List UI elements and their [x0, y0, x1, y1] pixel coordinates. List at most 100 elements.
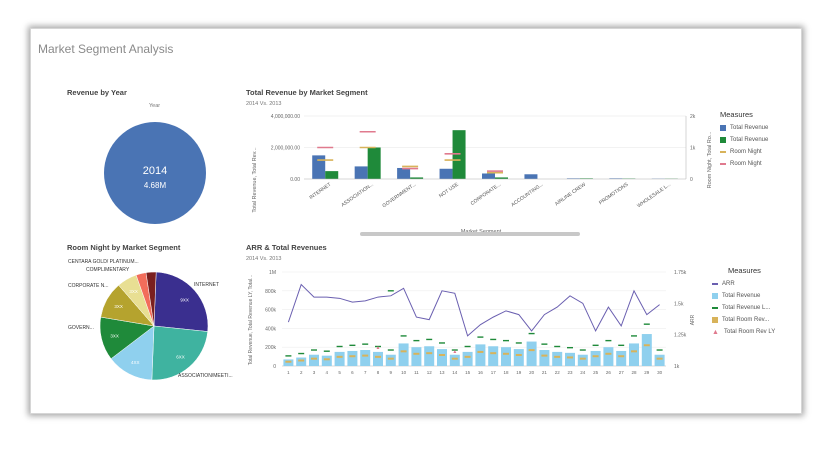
- legend-title: Measures: [720, 110, 753, 119]
- bar-total-revenue-2: [367, 147, 381, 179]
- bar-total-revenue: [524, 174, 538, 179]
- arr-chart[interactable]: Total Revenue, Total Revenue LY, Total..…: [246, 262, 696, 380]
- legend-item-total-revenue[interactable]: Total Revenue: [712, 290, 782, 302]
- y-tick-label: 0.00: [290, 177, 300, 183]
- x-tick-label: 25: [593, 370, 599, 375]
- bar-total-revenue: [347, 350, 358, 366]
- bar-total-revenue: [312, 155, 326, 179]
- page-title: Market Segment Analysis: [38, 42, 174, 56]
- x-tick-label: 27: [619, 370, 625, 375]
- legend-item-room-night-2[interactable]: Room Night: [720, 158, 780, 170]
- revenue-by-year-chart[interactable]: 2014 4.68M: [100, 118, 210, 228]
- bar-total-revenue: [603, 347, 614, 366]
- legend-label: Total Room Rev LY: [724, 329, 776, 335]
- bar-total-revenue-2: [579, 178, 593, 179]
- total-revenue-subtitle: 2014 Vs. 2013: [246, 101, 282, 107]
- y-tick-label: 600k: [265, 308, 276, 314]
- x-tick-label: 3: [313, 370, 316, 375]
- legend-swatch: [720, 163, 726, 165]
- bar-total-revenue: [616, 350, 627, 366]
- bar-total-revenue: [475, 344, 486, 366]
- x-tick-label: 13: [439, 370, 445, 375]
- room-night-chart[interactable]: 9XX 6XX 4XX 3XX 3XX 3XX CENTARA GOLD/ PLATINUM…: [66, 255, 246, 381]
- legend-item-total-revenue[interactable]: Total Revenue: [720, 122, 780, 134]
- y-tick-label: 2,000,000.00: [271, 146, 300, 152]
- revenue-by-year-legend-title: Year: [149, 103, 161, 109]
- legend-item-arr[interactable]: ARR: [712, 278, 782, 290]
- bar-total-revenue: [513, 349, 524, 366]
- y2-tick-label: 2k: [690, 114, 696, 120]
- y-tick-label: 800k: [265, 289, 276, 295]
- legend-item-total-room-rev-ly[interactable]: ▲ Total Room Rev LY: [712, 326, 782, 338]
- legend-item-room-night[interactable]: Room Night: [720, 146, 780, 158]
- x-tick-label: AIRLINE CREW: [554, 182, 587, 208]
- bar-total-revenue: [309, 354, 319, 366]
- legend-label: Total Room Rev...: [722, 317, 770, 323]
- pie-slice-label: 3XX: [110, 334, 119, 339]
- marker-total-room-rev-ly: ▲: [452, 349, 457, 355]
- bar-total-revenue: [609, 178, 623, 179]
- bar-total-revenue: [385, 354, 396, 366]
- legend-item-total-revenue-ly[interactable]: Total Revenue L...: [712, 302, 782, 314]
- x-tick-label: GOVERNMENT...: [381, 182, 417, 210]
- bar-total-revenue: [482, 173, 495, 179]
- legend-item-total-revenue-2[interactable]: Total Revenue: [720, 134, 780, 146]
- legend-item-total-room-rev[interactable]: Total Room Rev...: [712, 314, 782, 326]
- x-tick-label: 1: [287, 370, 290, 375]
- marker-total-room-rev-ly: ▲: [376, 345, 381, 351]
- x-tick-label: 2: [300, 370, 303, 375]
- x-tick-label: 8: [377, 370, 380, 375]
- x-tick-label: NOT USE: [438, 181, 460, 199]
- bar-total-revenue: [590, 350, 601, 366]
- y2-tick-label: 1.5k: [674, 301, 684, 307]
- total-revenue-title: Total Revenue by Market Segment: [246, 88, 368, 97]
- x-tick-label: WHOLESALE L...: [636, 182, 672, 210]
- bar-total-revenue: [411, 347, 422, 366]
- outer-label: INTERNET: [194, 282, 219, 288]
- y-tick-label: 200k: [265, 345, 276, 351]
- x-tick-label: ASSOCIATION...: [340, 182, 375, 209]
- bar-total-revenue-2: [325, 171, 339, 179]
- arr-title: ARR & Total Revenues: [246, 243, 327, 252]
- triangle-icon: ▲: [712, 328, 719, 336]
- arr-legend: Measures ARR Total Revenue Total Revenue…: [712, 266, 782, 338]
- total-revenue-ylabel: Total Revenue, Total Rev...: [252, 147, 258, 213]
- bar-total-revenue: [321, 355, 332, 366]
- x-tick-label: 18: [503, 370, 509, 375]
- x-tick-label: ACCOUNTING...: [510, 182, 544, 209]
- y2-tick-label: 1k: [690, 146, 696, 152]
- bar-total-revenue: [354, 166, 368, 179]
- x-tick-label: 30: [657, 370, 663, 375]
- y-tick-label: 400k: [265, 326, 276, 332]
- pie-slice-2014[interactable]: [104, 122, 206, 224]
- legend-label: Total Revenue: [730, 137, 769, 143]
- pie-slice-year-label: 2014: [143, 165, 167, 177]
- total-revenue-scrollbar[interactable]: [360, 232, 580, 236]
- x-tick-label: 15: [465, 370, 471, 375]
- legend-label: Room Night: [730, 149, 762, 155]
- pie-slice: [153, 271, 209, 332]
- bar-total-revenue: [654, 354, 665, 366]
- total-revenue-chart[interactable]: Total Revenue, Total Rev... Room Night, …: [246, 108, 716, 238]
- y2-tick-label: 1k: [674, 364, 680, 370]
- pie-slice-label: 3XX: [129, 289, 138, 294]
- total-revenue-y2label: Room Night, Total Ro...: [707, 131, 713, 188]
- x-tick-label: 19: [516, 370, 522, 375]
- bar-total-revenue-2: [495, 177, 508, 179]
- x-tick-label: 22: [555, 370, 561, 375]
- bar-total-revenue: [629, 343, 639, 366]
- bar-total-revenue: [552, 351, 563, 366]
- pie-slice: [151, 325, 208, 381]
- bar-total-revenue: [334, 351, 345, 366]
- pie-slice-label: 6XX: [176, 355, 185, 360]
- legend-swatch: [712, 317, 718, 323]
- bar-total-revenue: [566, 178, 580, 179]
- legend-swatch: [720, 137, 726, 143]
- pie-slice-value-label: 4.68M: [144, 181, 167, 190]
- bar-total-revenue: [296, 357, 307, 366]
- legend-label: Total Revenue: [722, 293, 761, 299]
- line-arr: [287, 283, 660, 337]
- x-tick-label: 6: [351, 370, 354, 375]
- bar-total-revenue: [488, 346, 499, 366]
- x-tick-label: PROMOTIONS: [598, 181, 630, 206]
